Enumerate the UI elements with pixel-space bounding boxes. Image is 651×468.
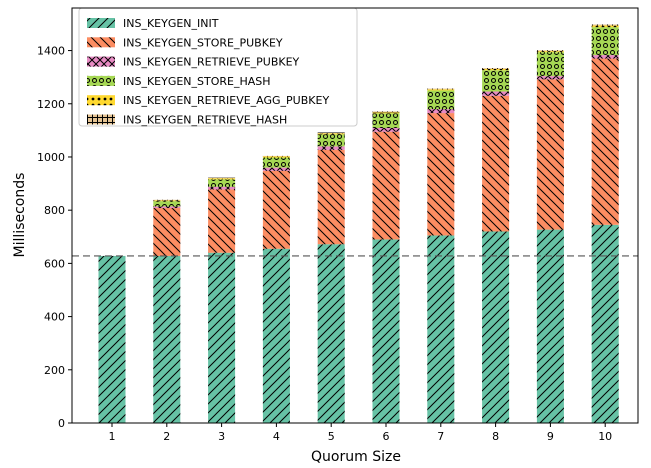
- bar-segment-hatch: [153, 206, 181, 209]
- x-tick-label: 10: [598, 430, 612, 443]
- y-axis-label: Milliseconds: [12, 173, 28, 258]
- bar-segment-hatch: [372, 112, 400, 114]
- bar-segment-hatch: [591, 25, 619, 28]
- x-tick-label: 9: [547, 430, 554, 443]
- bar-segment-hatch: [536, 76, 564, 80]
- bar-segment-hatch: [262, 156, 290, 158]
- bar-segment-hatch: [317, 149, 345, 245]
- bar-segment-hatch: [208, 177, 236, 179]
- legend-label: INS_KEYGEN_STORE_HASH: [123, 75, 271, 88]
- bar-segment-hatch: [482, 68, 510, 69]
- y-tick-label: 200: [44, 364, 65, 377]
- legend-swatch-hatch: [87, 56, 115, 67]
- bar-segment-hatch: [427, 235, 455, 423]
- bar-segment-hatch: [372, 113, 400, 128]
- x-tick-label: 3: [218, 430, 225, 443]
- y-tick-label: 600: [44, 257, 65, 270]
- bar-segment-hatch: [372, 131, 400, 240]
- bar-segment-hatch: [262, 167, 290, 171]
- bar-segment-hatch: [317, 132, 345, 134]
- y-tick-label: 1200: [37, 98, 65, 111]
- bar-segment-hatch: [591, 24, 619, 26]
- x-tick-label: 7: [437, 430, 444, 443]
- bar-segment-hatch: [208, 178, 236, 180]
- legend-label: INS_KEYGEN_RETRIEVE_AGG_PUBKEY: [123, 94, 329, 107]
- bar-segment-hatch: [317, 134, 345, 147]
- bar-segment-hatch: [208, 189, 236, 253]
- bar-segment-hatch: [317, 244, 345, 423]
- bar-segment-hatch: [317, 146, 345, 150]
- legend-label: INS_KEYGEN_STORE_PUBKEY: [123, 36, 283, 49]
- bar-segment-hatch: [536, 79, 564, 230]
- bar-segment-hatch: [591, 55, 619, 59]
- bar-segment-hatch: [536, 50, 564, 52]
- bar-segment-hatch: [372, 127, 400, 132]
- bar-segment-hatch: [536, 51, 564, 53]
- bar-segment-hatch: [153, 255, 181, 423]
- bar-segment-hatch: [591, 224, 619, 423]
- bar-segment-hatch: [262, 248, 290, 423]
- y-tick-label: 400: [44, 311, 65, 324]
- legend-label: INS_KEYGEN_RETRIEVE_PUBKEY: [123, 56, 300, 69]
- bar-segment-hatch: [262, 157, 290, 168]
- legend: INS_KEYGEN_INIT INS_KEYGEN_STORE_PUBKEY IN…: [78, 7, 358, 127]
- bar-segment-hatch: [427, 89, 455, 91]
- legend-swatch-hatch: [87, 114, 115, 125]
- bar-segment-hatch: [372, 111, 400, 113]
- x-tick-label: 8: [492, 430, 499, 443]
- legend-label: INS_KEYGEN_INIT: [123, 17, 219, 30]
- bar-segment-hatch: [482, 68, 510, 71]
- legend-swatch-hatch: [87, 37, 115, 48]
- bar-segment-hatch: [208, 179, 236, 187]
- x-axis-label: Quorum Size: [311, 449, 401, 465]
- bar-segment-hatch: [372, 239, 400, 423]
- bar-segment-hatch: [427, 113, 455, 236]
- x-tick-label: 2: [163, 430, 170, 443]
- y-tick-label: 800: [44, 204, 65, 217]
- y-tick-label: 0: [58, 417, 65, 430]
- bar-segment-hatch: [536, 52, 564, 77]
- x-tick-label: 4: [273, 430, 280, 443]
- bars-layer: [98, 24, 619, 423]
- bar-segment-hatch: [536, 229, 564, 423]
- bar-segment-hatch: [591, 58, 619, 225]
- bar-segment-hatch: [482, 231, 510, 423]
- axes-layer: 0 200 400 600 800 1000 1200 1400 1 2 3 4 5 6 7 8 9 10: [37, 45, 612, 443]
- legend-swatch-hatch: [87, 95, 115, 106]
- x-tick-label: 5: [328, 430, 335, 443]
- bar-segment-hatch: [427, 90, 455, 110]
- bar-segment-hatch: [262, 170, 290, 249]
- bar-segment-hatch: [482, 70, 510, 92]
- bar-segment-hatch: [427, 88, 455, 90]
- bar-segment-hatch: [482, 91, 510, 96]
- bar-segment-hatch: [153, 199, 181, 201]
- bar-segment-hatch: [591, 27, 619, 56]
- x-tick-label: 6: [383, 430, 390, 443]
- bar-segment-hatch: [208, 186, 236, 190]
- bar-segment-hatch: [153, 201, 181, 207]
- x-tick-label: 1: [109, 430, 116, 443]
- legend-label: INS_KEYGEN_RETRIEVE_HASH: [123, 114, 287, 127]
- bar-segment-hatch: [98, 255, 126, 423]
- legend-swatch-hatch: [87, 18, 115, 28]
- bar-segment-hatch: [482, 95, 510, 232]
- y-tick-label: 1400: [37, 45, 65, 58]
- bar-segment-hatch: [427, 109, 455, 114]
- plot-frame: [71, 7, 639, 424]
- bar-segment-hatch: [153, 208, 181, 256]
- bar-segment-hatch: [208, 252, 236, 423]
- bar-segment-hatch: [317, 133, 345, 135]
- bar-segment-hatch: [153, 200, 181, 202]
- legend-swatch-hatch: [87, 75, 115, 86]
- bar-segment-hatch: [262, 155, 290, 157]
- y-tick-label: 1000: [37, 151, 65, 164]
